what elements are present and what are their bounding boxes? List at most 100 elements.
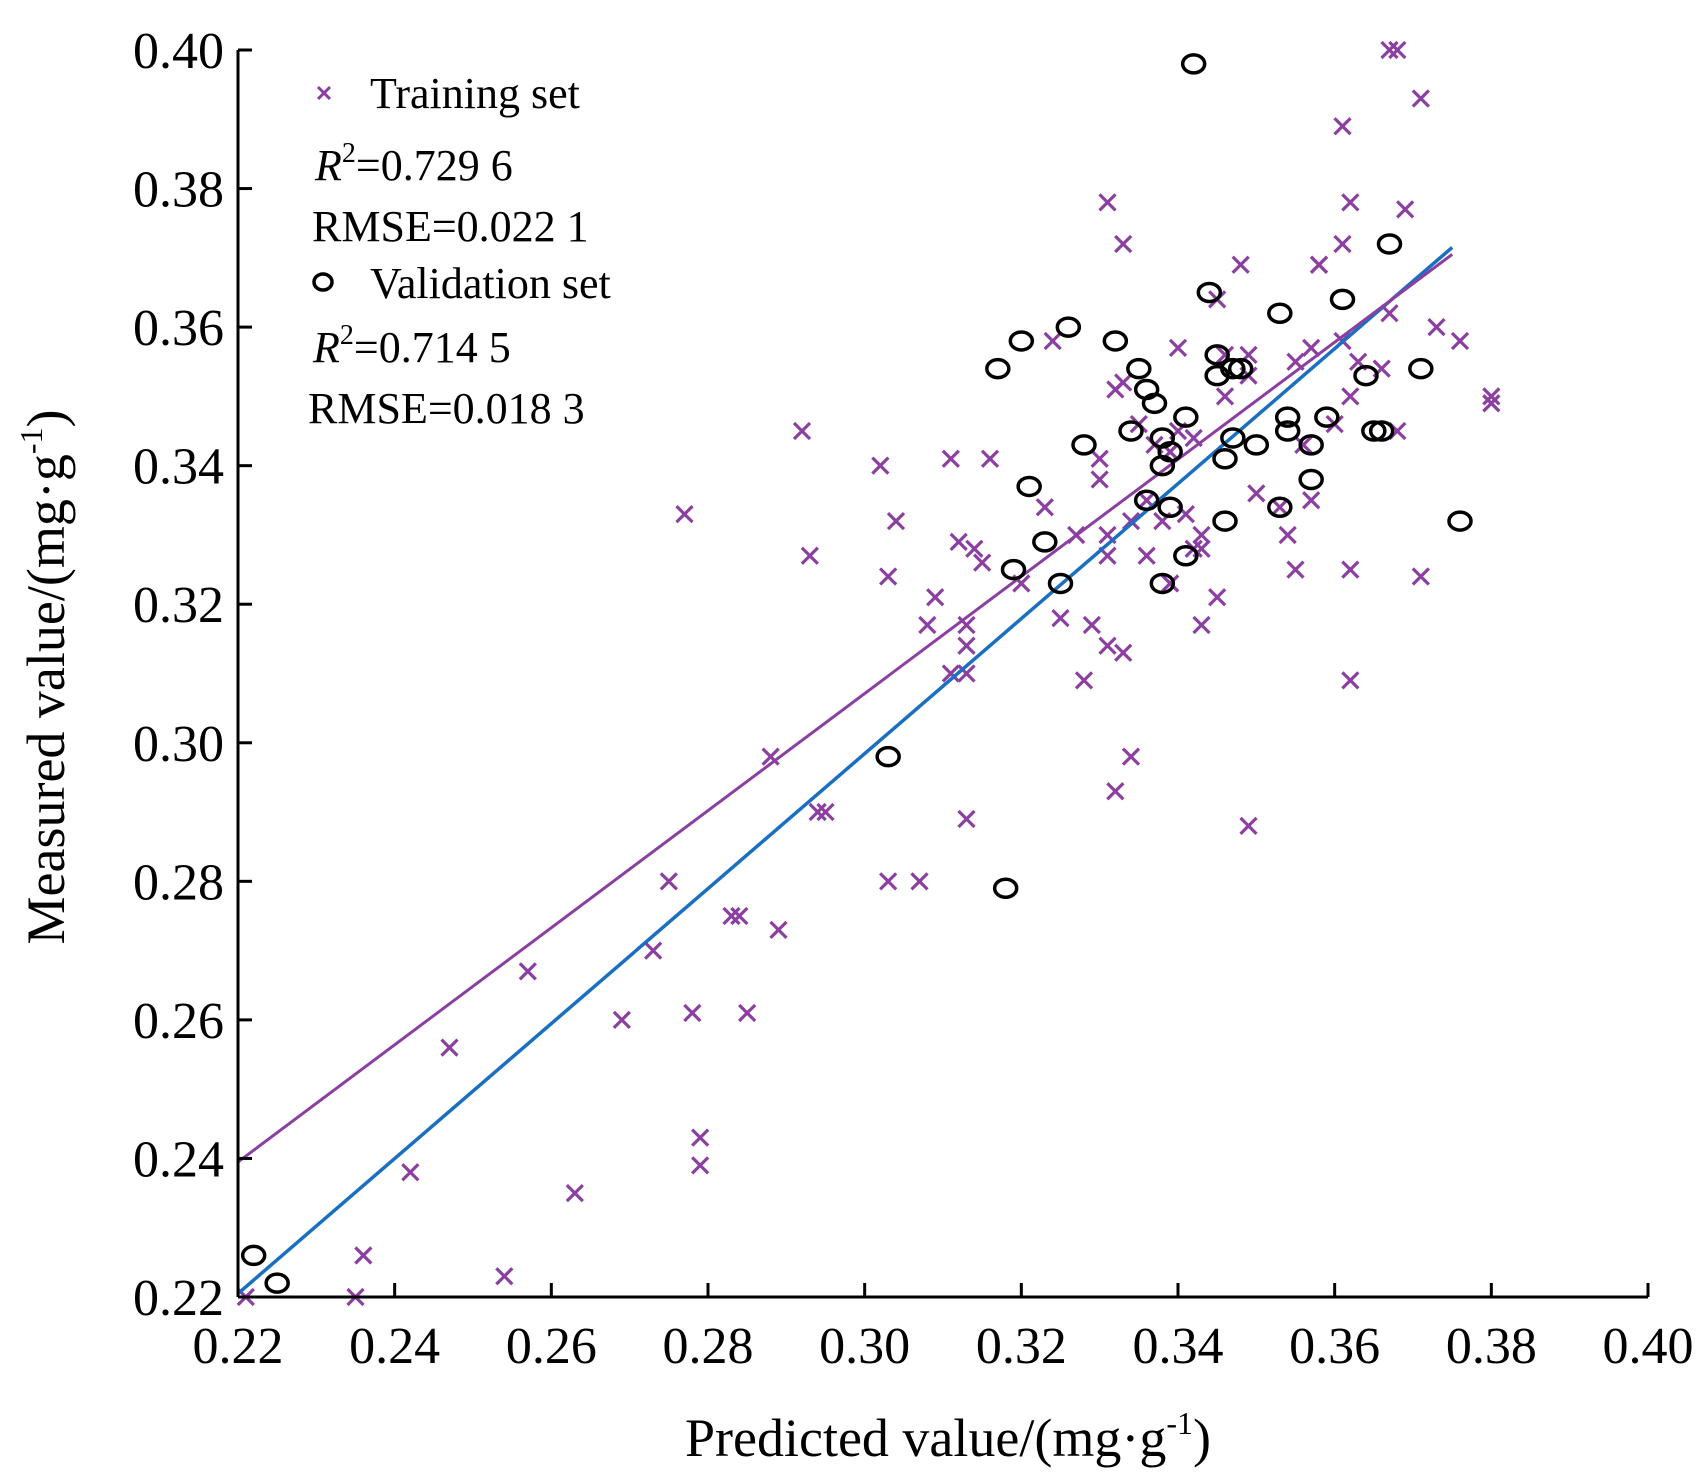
y-tick-label: 0.38 [133,162,224,219]
validation-point [1298,468,1324,491]
training-point [973,553,992,572]
validation-point [1149,572,1176,595]
validation-point [1220,427,1246,449]
training-point [1396,200,1415,219]
training-point [910,872,929,891]
validation-point [1274,406,1301,428]
training-point [1090,470,1109,489]
validation-point [264,1272,290,1294]
x-tick-label: 0.40 [1603,1318,1694,1375]
training-point [1098,193,1117,212]
validation-point [1071,434,1097,456]
validation-point [1126,357,1152,380]
training-point [440,1038,459,1057]
training-point [1341,387,1360,406]
training-point [1090,449,1109,468]
training-point [1341,560,1360,579]
training-point [683,1003,702,1023]
training-point [1208,588,1227,607]
training-point [808,802,827,822]
validation-point [1212,447,1238,470]
training-point [495,1267,514,1286]
training-point [565,1183,584,1203]
training-point [1098,636,1117,655]
validation-point [1314,406,1340,428]
training-point [1231,255,1250,274]
training-point [354,1246,373,1265]
training-point [518,962,537,981]
training-point [612,1010,631,1030]
training-point [1333,234,1352,254]
training-point [1074,671,1094,690]
training-point [1137,546,1156,565]
x-tick-label: 0.28 [663,1318,754,1375]
legend: Training set R2=0.729 6 RMSE=0.022 1 Val… [308,69,611,433]
axes: 0.22 0.24 0.26 0.28 0.30 0.32 0.34 0.36 0.38 0.40… [133,23,1694,1375]
validation-point [992,877,1019,900]
y-tick-label: 0.34 [133,439,224,496]
validation-point [1180,53,1207,75]
x-axis-title: Predicted value/(mg·g-1) [685,1405,1211,1468]
training-point [792,421,812,441]
training-point [738,1003,757,1023]
validation-point [1102,330,1129,352]
training-point [691,1128,710,1147]
validation-point [1408,357,1434,380]
training-point [1114,643,1133,662]
training-point [1247,484,1266,503]
validation-point [1447,510,1473,532]
training-point [1270,498,1289,517]
training-point [1121,747,1141,766]
training-point [1380,40,1399,60]
training-point [1411,89,1430,108]
validation-point [1204,344,1230,366]
validation-point [1329,288,1356,311]
training-point [965,539,984,558]
training-point [1051,608,1070,628]
training-point [871,456,890,475]
training-point [957,809,976,829]
validation-point [1118,420,1144,442]
validation-point [985,357,1011,380]
y-tick-label: 0.40 [133,23,224,80]
training-point [1114,373,1133,392]
training-point [1035,498,1054,517]
validation-point [240,1244,267,1267]
training-point [926,588,945,607]
legend-training-marker [316,85,332,101]
legend-validation-marker [312,272,334,292]
validation-point [1141,392,1168,415]
validation-point [1157,496,1183,518]
validation-point [1032,531,1058,553]
training-point [1450,331,1470,351]
validation-point [1196,281,1223,304]
training-point [644,941,663,960]
training-point [1168,338,1188,358]
validation-point [1008,330,1035,352]
y-tick-label: 0.26 [133,993,224,1050]
training-point [1333,117,1352,136]
validation-point [875,745,901,768]
y-tick-label: 0.24 [133,1131,224,1188]
x-tick-label: 0.22 [193,1318,284,1375]
training-r2: R2=0.729 6 [314,138,513,190]
training-point [1309,255,1329,274]
training-point [1302,491,1321,510]
validation-point [1353,364,1379,387]
training-point [949,532,968,552]
training-point [1286,560,1305,579]
validation-point [1376,233,1403,255]
validation-point [1055,316,1082,338]
training-point [886,511,906,531]
training-point [1341,671,1360,690]
validation-point [1368,420,1395,442]
validation-point [1274,420,1301,442]
training-point [722,906,741,926]
training-point [675,505,694,524]
training-point [941,449,960,468]
validation-r2: R2=0.714 5 [312,320,511,372]
training-point [1114,234,1133,254]
training-point [730,906,749,926]
training-rmse: RMSE=0.022 1 [312,202,589,251]
y-tick-label: 0.28 [133,854,224,911]
